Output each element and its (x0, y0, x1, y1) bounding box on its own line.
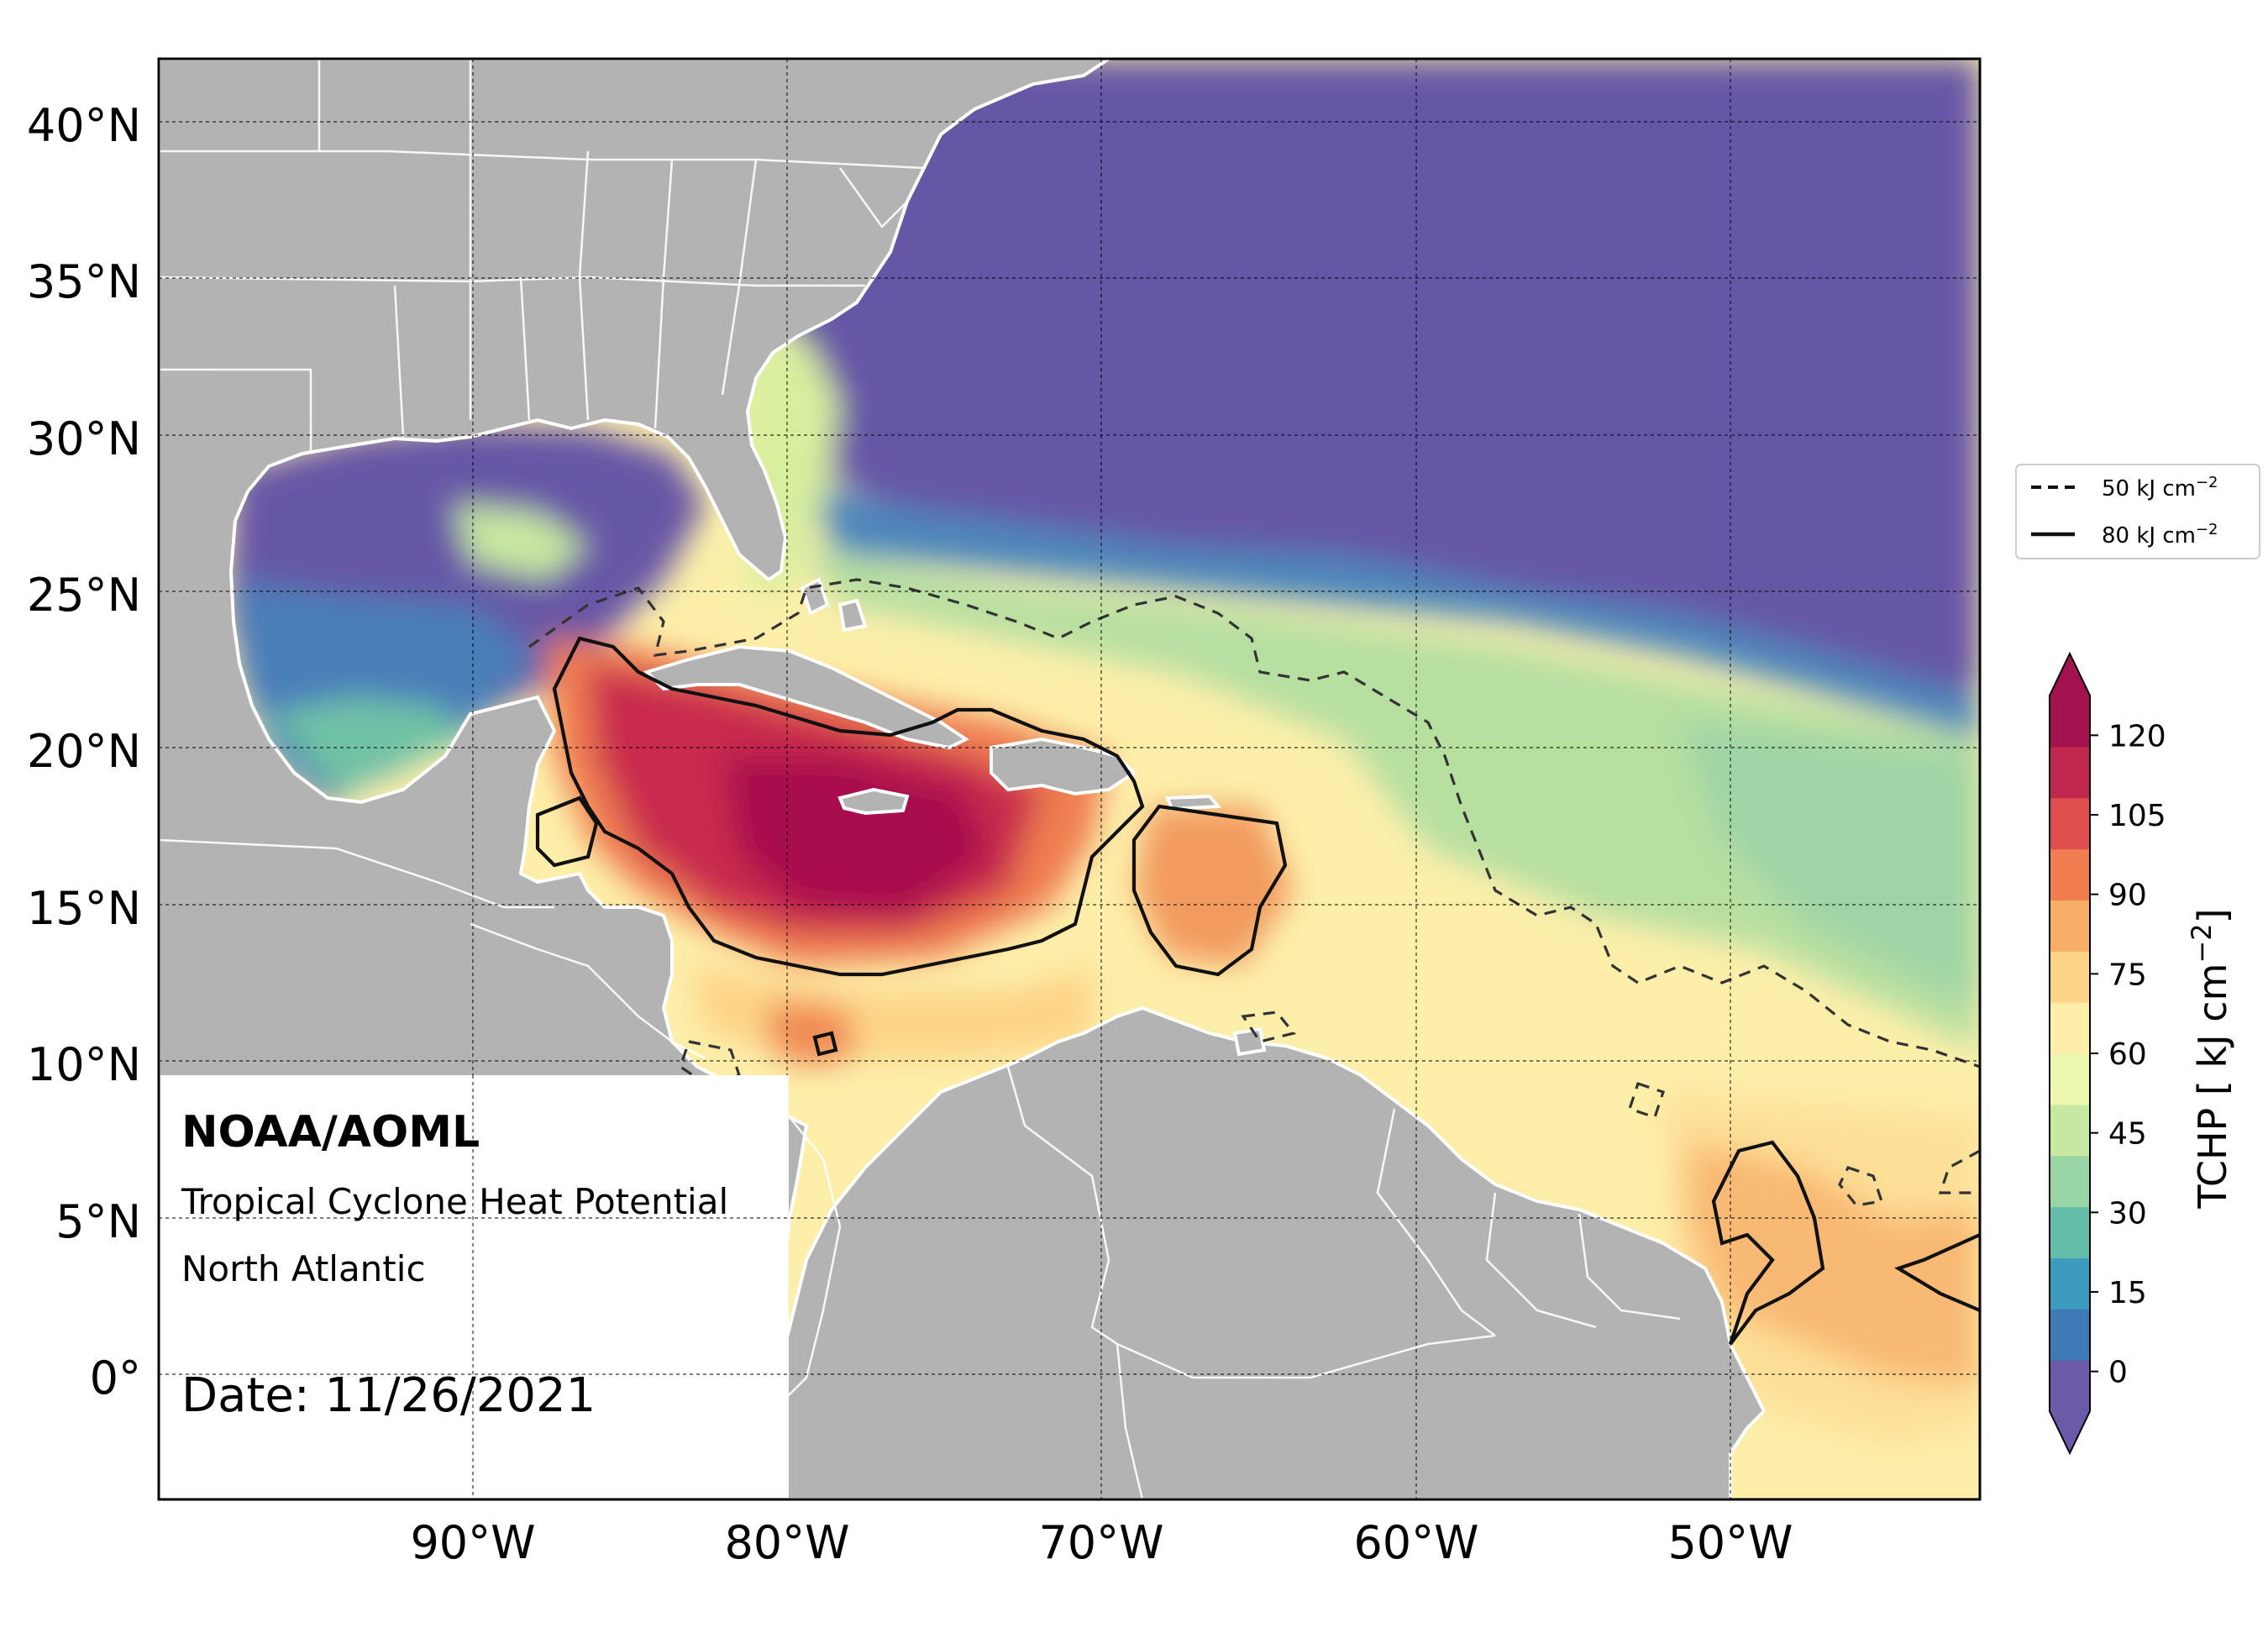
legend-box (2015, 464, 2260, 559)
lon-label: 60°W (1353, 1516, 1478, 1569)
colorbar-label-prefix: TCHP [ kJ cm (2190, 963, 2235, 1210)
colorbar-segment (2050, 696, 2090, 748)
date-label: Date: 11/26/2021 (181, 1368, 596, 1423)
colorbar-tick-label: 30 (2108, 1196, 2147, 1231)
colorbar-tick-label: 15 (2108, 1276, 2147, 1310)
colorbar-label: TCHP [ kJ cm−2] (2186, 908, 2235, 1209)
lat-label: 15°N (27, 882, 141, 935)
colorbar-tick-label: 105 (2108, 799, 2166, 833)
colorbar: 120 105 90 75 60 45 30 15 0 (2049, 651, 2166, 1456)
country-borders (159, 838, 1681, 1499)
lat-label: 40°N (27, 99, 141, 152)
colorbar-tick-label: 120 (2108, 719, 2166, 753)
lat-label: 10°N (27, 1038, 141, 1091)
lon-label: 50°W (1667, 1516, 1793, 1569)
product-label: Tropical Cyclone Heat Potential (181, 1181, 728, 1222)
colorbar-segment (2050, 1002, 2090, 1054)
colorbar-segment (2050, 848, 2090, 901)
map-panel (159, 59, 1980, 1499)
lat-label: 25°N (27, 569, 141, 622)
region-label: North Atlantic (181, 1248, 426, 1289)
colorbar-tick-label: 75 (2108, 958, 2147, 992)
colorbar-segment (2050, 1206, 2090, 1259)
colorbar-segment (2050, 1360, 2090, 1412)
legend-solid-text: 80 kJ cm−2 (2102, 521, 2218, 549)
colorbar-tick-label: 60 (2108, 1037, 2147, 1072)
colorbar-tick-label: 90 (2108, 879, 2147, 913)
org-label: NOAA/AOML (181, 1107, 480, 1158)
legend-dashed-label: 50 kJ cm (2102, 476, 2196, 501)
annotation-box (159, 1075, 789, 1499)
colorbar-outline (2049, 651, 2091, 1456)
lon-label: 80°W (724, 1516, 849, 1569)
lat-label: 30°N (27, 412, 141, 465)
legend-dashed-text: 50 kJ cm−2 (2102, 474, 2218, 501)
legend-dashed-exp: −2 (2196, 474, 2218, 491)
colorbar-extend-min (2050, 1411, 2090, 1453)
colorbar-segment (2050, 1155, 2090, 1208)
colorbar-segment (2050, 1309, 2090, 1361)
state-borders (159, 59, 925, 454)
colorbar-segment (2050, 797, 2090, 850)
lon-label: 90°W (410, 1516, 535, 1569)
legend-solid-exp: −2 (2196, 521, 2218, 538)
lat-label: 20°N (27, 725, 141, 778)
colorbar-segment (2050, 951, 2090, 1003)
legend-solid-label: 80 kJ cm (2102, 523, 2196, 549)
lat-label: 5°N (55, 1195, 141, 1248)
map-frame (157, 57, 1982, 1501)
colorbar-segment (2050, 1257, 2090, 1310)
lat-label: 0° (90, 1352, 141, 1404)
colorbar-tick-label: 45 (2108, 1117, 2147, 1152)
lat-tick-labels: 40°N 35°N 30°N 25°N 20°N 15°N 10°N 5°N 0… (27, 99, 141, 1404)
contour-80 (535, 636, 1980, 1346)
colorbar-label-suffix: ] (2190, 908, 2235, 923)
colorbar-segment (2050, 900, 2090, 952)
colorbar-segment (2050, 1104, 2090, 1157)
colorbar-label-exp: −2 (2186, 923, 2218, 963)
lon-label: 70°W (1038, 1516, 1163, 1569)
lon-tick-labels: 90°W 80°W 70°W 60°W 50°W (410, 1516, 1793, 1569)
lat-label: 35°N (27, 255, 141, 308)
contour-legend: 50 kJ cm−2 80 kJ cm−2 (2015, 464, 2260, 559)
colorbar-extend-max (2050, 654, 2090, 696)
colorbar-segment (2050, 746, 2090, 799)
tchp-field (227, 59, 1980, 1445)
colorbar-segment (2050, 1053, 2090, 1105)
colorbar-tick-label: 0 (2108, 1356, 2128, 1390)
